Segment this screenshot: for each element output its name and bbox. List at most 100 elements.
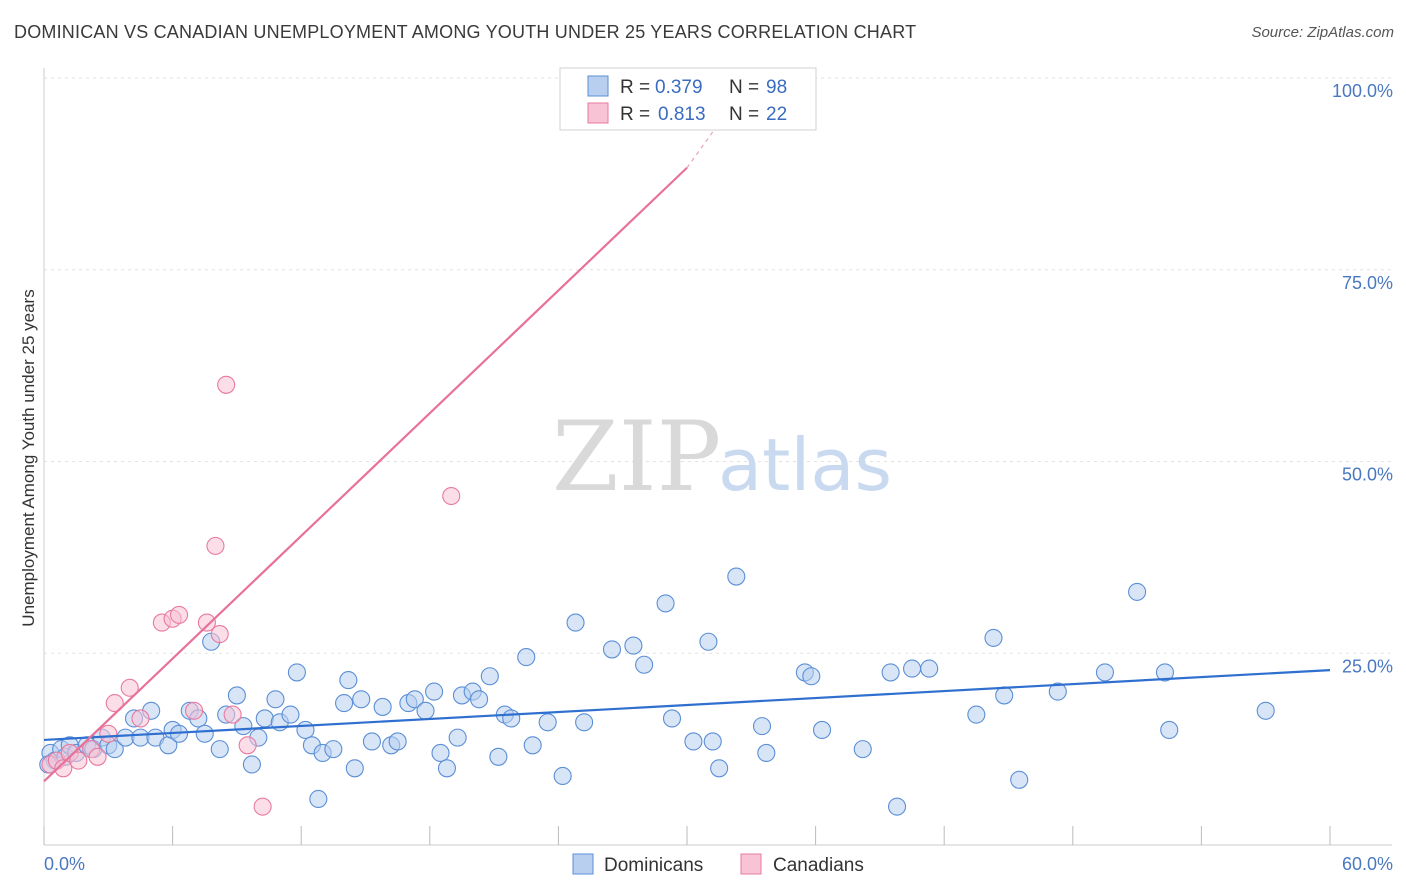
- dominican-point-94: [1155, 663, 1175, 682]
- canadian-point-16: [206, 536, 225, 555]
- dominican-point-41: [345, 759, 364, 778]
- dominican-point-46: [388, 732, 407, 751]
- dominican-point-39: [335, 694, 354, 713]
- series-legend: Dominicans Canadians: [572, 853, 864, 876]
- dominican-point-29: [255, 709, 274, 728]
- dominican-point-95: [1160, 720, 1179, 740]
- legend-r-label-1: R =: [620, 77, 650, 98]
- legend-swatch-canadians: [587, 102, 609, 124]
- x-tick-labels: 0.0% 60.0%: [44, 854, 1393, 874]
- canadian-point-8: [105, 694, 124, 713]
- dominican-point-10: [105, 740, 124, 759]
- dominican-point-42: [352, 690, 371, 709]
- dominican-point-70: [656, 594, 675, 613]
- gridlines: [44, 77, 1392, 654]
- trend-lines: [43, 92, 1331, 783]
- dominican-point-88: [984, 628, 1003, 647]
- watermark-atlas: atlas: [718, 423, 892, 507]
- dominican-point-87: [967, 705, 986, 724]
- series-legend-swatch-canadians: [740, 853, 762, 875]
- canadian-point-10: [131, 709, 150, 728]
- dominican-point-43: [362, 732, 381, 751]
- canadian-point-14: [184, 701, 204, 720]
- dominican-point-68: [624, 636, 643, 655]
- dominican-point-44: [373, 697, 392, 716]
- dominican-point-49: [416, 701, 435, 720]
- dominican-point-90: [1010, 770, 1029, 789]
- dominican-point-75: [710, 759, 729, 778]
- dominican-point-69: [635, 655, 654, 674]
- dominican-point-81: [812, 720, 832, 740]
- y-tick-labels: 25.0% 50.0% 75.0% 100.0%: [1332, 81, 1393, 676]
- canadian-point-2: [54, 759, 73, 778]
- dominican-point-60: [502, 709, 521, 728]
- canadian-point-7: [99, 724, 118, 743]
- canadian-point-9: [120, 678, 139, 697]
- dominican-point-77: [752, 717, 772, 736]
- dominicans-trend-line: [43, 669, 1331, 742]
- legend-n-label-1: N =: [729, 77, 759, 98]
- y-tick-label-1: 50.0%: [1342, 465, 1393, 485]
- series-legend-label-dominicans: Dominicans: [604, 855, 703, 876]
- dominican-point-83: [881, 663, 900, 682]
- dominican-point-84: [887, 797, 907, 816]
- dominican-point-72: [684, 732, 703, 751]
- dominican-point-67: [602, 640, 622, 659]
- canadian-point-18: [217, 375, 236, 394]
- canadian-point-4: [69, 751, 88, 770]
- dominican-point-30: [266, 690, 285, 709]
- legend-r-value-1: 0.379: [655, 77, 703, 98]
- dominican-point-34: [296, 720, 315, 740]
- dominican-point-51: [431, 743, 450, 763]
- dominican-point-33: [287, 663, 306, 682]
- x-tick-label-0: 0.0%: [44, 854, 85, 874]
- dominican-point-93: [1128, 582, 1147, 601]
- canadian-point-20: [238, 736, 257, 755]
- dominican-point-82: [853, 740, 872, 759]
- dominican-point-21: [195, 724, 214, 743]
- dominican-point-66: [575, 713, 594, 732]
- canadian-point-13: [169, 605, 189, 624]
- correlation-legend: R = 0.379 N = 98 R = 0.813 N = 22: [559, 67, 817, 131]
- dominican-point-65: [566, 613, 585, 632]
- chart-title: DOMINICAN VS CANADIAN UNEMPLOYMENT AMONG…: [14, 22, 917, 42]
- canadian-point-19: [223, 705, 242, 724]
- dominican-point-85: [902, 659, 922, 678]
- dominican-point-57: [480, 667, 499, 686]
- canadian-point-6: [88, 747, 107, 766]
- watermark-zip: ZIP: [552, 401, 721, 513]
- y-tick-label-3: 100.0%: [1332, 81, 1393, 101]
- dominican-point-73: [699, 632, 718, 651]
- dominican-point-27: [242, 755, 261, 774]
- dominican-point-86: [920, 659, 939, 678]
- dominican-point-74: [703, 732, 722, 751]
- canadian-point-22: [442, 486, 461, 506]
- dominicans-points: [39, 567, 1275, 816]
- dominican-point-61: [517, 648, 536, 667]
- legend-n-value-1: 98: [766, 77, 787, 98]
- dominican-point-64: [553, 766, 572, 786]
- dominican-point-36: [309, 789, 328, 809]
- dominican-point-71: [662, 709, 682, 728]
- axes: [43, 68, 1392, 846]
- series-legend-label-canadians: Canadians: [773, 855, 864, 876]
- dominican-point-13: [131, 728, 150, 747]
- canadian-point-15: [197, 613, 216, 632]
- dominican-point-92: [1095, 663, 1114, 682]
- dominican-point-78: [757, 743, 776, 763]
- dominican-point-38: [324, 740, 343, 759]
- y-tick-label-0: 25.0%: [1342, 656, 1393, 676]
- dominican-point-80: [802, 667, 821, 686]
- dominican-point-53: [448, 728, 467, 747]
- dominican-point-63: [538, 713, 557, 732]
- dominican-point-32: [281, 705, 300, 724]
- dominican-point-56: [470, 690, 489, 709]
- dominican-point-50: [425, 682, 444, 701]
- dominican-point-91: [1048, 682, 1067, 701]
- watermark: ZIP atlas: [552, 401, 892, 513]
- dominican-point-62: [523, 736, 542, 755]
- dominican-point-40: [339, 671, 358, 690]
- dominican-point-89: [995, 686, 1014, 705]
- source-label: Source: ZipAtlas.com: [1251, 24, 1394, 41]
